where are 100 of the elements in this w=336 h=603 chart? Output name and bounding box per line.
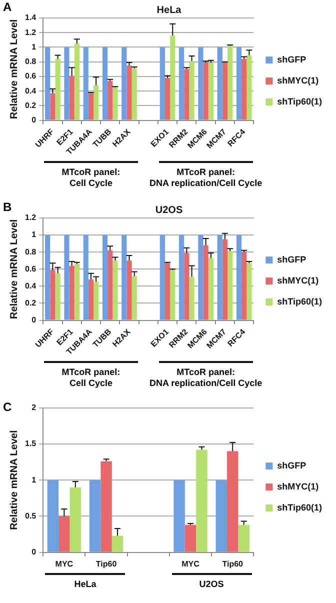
legend-label: shMYC(1) [277, 275, 319, 286]
bar [88, 93, 94, 120]
text: MTcoR panel: DNA replication/Cell Cycle [149, 167, 262, 189]
bar [89, 480, 101, 552]
bar [198, 47, 204, 120]
bar [83, 235, 88, 320]
bar [70, 487, 82, 552]
y-tick-label: 0 [32, 115, 37, 124]
y-tick-label: 0.4 [24, 86, 37, 96]
text: U2OS [199, 579, 224, 590]
bar [132, 68, 137, 120]
y-tick-label: 2 [32, 403, 37, 412]
bar [174, 480, 185, 552]
bar [170, 270, 176, 320]
text: B [3, 200, 12, 214]
bar [112, 260, 118, 320]
y-axis-title: Relative mRNA Level [8, 19, 20, 119]
bar [94, 282, 99, 320]
bar [217, 235, 222, 320]
text: A [3, 0, 12, 14]
bar [238, 524, 250, 552]
legend-label: shMYC(1) [277, 481, 319, 492]
bar [184, 252, 190, 320]
bar [50, 93, 56, 120]
text: MTcoR panel: Cell Cycle [62, 367, 120, 389]
bar [126, 65, 132, 120]
bar [226, 451, 238, 552]
bar [69, 76, 74, 120]
bar [179, 47, 184, 120]
bar [83, 47, 88, 120]
bar [246, 263, 252, 320]
bar [112, 87, 118, 120]
bar [164, 263, 170, 320]
bar [45, 47, 50, 120]
bar [208, 258, 214, 320]
bar [64, 47, 70, 120]
bar [108, 250, 113, 320]
bar [184, 524, 196, 552]
y-tick-label: 0.6 [24, 72, 37, 81]
bar [246, 55, 252, 120]
bar [216, 480, 227, 552]
bar [217, 47, 222, 120]
bar [242, 252, 247, 320]
bar [58, 516, 70, 552]
bar [69, 266, 74, 320]
x-tick-label: Tip60 [222, 559, 244, 568]
bar [196, 450, 208, 552]
bar [179, 235, 184, 320]
bar [50, 270, 56, 320]
bar [189, 276, 194, 320]
y-tick-label: 1.4 [24, 13, 37, 22]
legend-label: shGFP [277, 254, 306, 264]
y-tick-label: 0.6 [24, 264, 37, 274]
chart-title: U2OS [155, 204, 183, 216]
y-tick-label: 0.2 [24, 100, 37, 110]
bar [132, 276, 137, 320]
bar [236, 235, 242, 320]
bar [88, 279, 94, 320]
bar [122, 235, 127, 320]
bar [64, 235, 70, 320]
y-tick-label: 0.5 [24, 511, 37, 520]
y-tick-label: 0 [32, 315, 37, 324]
text: C [3, 400, 12, 414]
bar [222, 239, 228, 320]
y-tick-label: 0.8 [24, 57, 37, 66]
y-axis-title: Relative mRNA Level [8, 430, 20, 530]
bar [236, 47, 242, 120]
bar [102, 235, 108, 320]
bar [203, 245, 208, 320]
bar [47, 480, 59, 552]
x-tick-label: Tip60 [96, 559, 118, 568]
text: HeLa [74, 579, 96, 590]
bar [222, 62, 228, 120]
y-tick-label: 1 [32, 42, 37, 52]
y-tick-label: 1 [32, 230, 37, 240]
bar [100, 461, 112, 552]
y-tick-label: 1.2 [24, 28, 37, 37]
text: MTcoR panel: Cell Cycle [62, 167, 120, 189]
bar [102, 47, 108, 120]
bar [160, 47, 165, 120]
legend-label: shTip60(1) [277, 296, 322, 306]
bar [227, 251, 233, 320]
y-tick-label: 1 [32, 475, 37, 484]
y-tick-label: 0.8 [24, 247, 37, 256]
y-tick-label: 0.4 [24, 281, 37, 290]
bar [112, 536, 124, 552]
bar [122, 47, 127, 120]
y-axis-title: Relative mRNA Level [8, 219, 20, 319]
bar [227, 46, 233, 120]
legend-label: shGFP [277, 54, 306, 64]
bar [198, 235, 204, 320]
bar [170, 36, 176, 120]
bar [203, 62, 208, 120]
bar [45, 235, 50, 320]
bar [242, 58, 247, 120]
bar [164, 78, 170, 120]
x-tick-label: MYC [182, 559, 200, 568]
bar [189, 61, 194, 120]
bar [55, 58, 60, 120]
bar [160, 235, 165, 320]
